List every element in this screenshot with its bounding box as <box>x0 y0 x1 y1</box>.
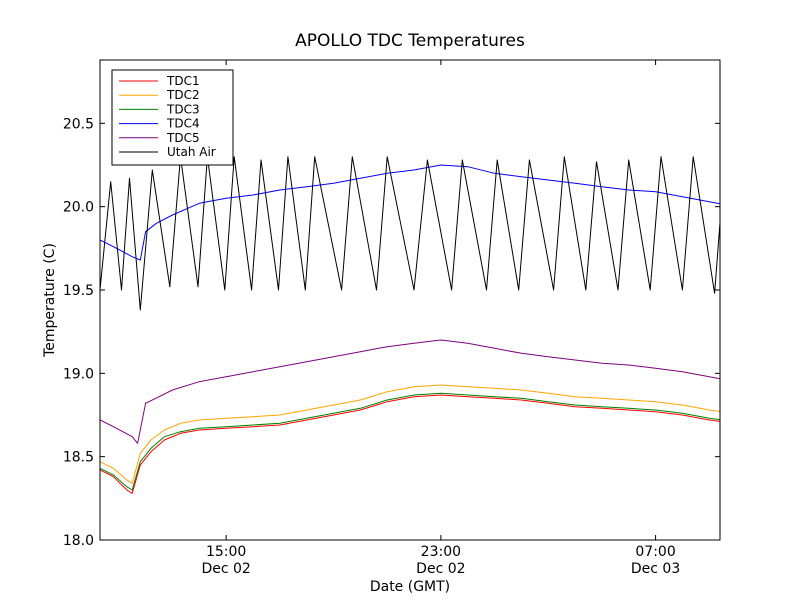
legend-label-tdc1: TDC1 <box>166 74 200 88</box>
y-axis-label: Temperature (C) <box>42 243 58 358</box>
x-tick-label-date: Dec 02 <box>416 561 465 577</box>
x-tick-label-date: Dec 02 <box>201 561 250 577</box>
x-tick-label-time: 07:00 <box>635 544 675 560</box>
y-tick-label: 18.0 <box>63 533 94 549</box>
series-line-utah-air <box>100 156 720 311</box>
legend-label-tdc4: TDC4 <box>166 117 200 131</box>
series-line-tdc4 <box>100 164 720 261</box>
series-line-tdc5 <box>100 339 720 444</box>
legend-label-tdc3: TDC3 <box>166 102 200 116</box>
x-axis-label: Date (GMT) <box>370 579 450 595</box>
legend-box <box>111 69 234 166</box>
x-tick-label-date: Dec 03 <box>631 561 680 577</box>
series-line-tdc1 <box>100 394 720 494</box>
y-tick-label: 20.5 <box>63 116 94 132</box>
x-tick-label-time: 15:00 <box>206 544 246 560</box>
legend-label-tdc5: TDC5 <box>166 131 200 145</box>
plot-frame <box>99 59 721 541</box>
series-layer <box>100 156 720 494</box>
x-tick-label-time: 23:00 <box>421 544 461 560</box>
chart-title: APOLLO TDC Temperatures <box>295 31 525 51</box>
y-tick-label: 18.5 <box>63 450 94 466</box>
legend-label-tdc2: TDC2 <box>166 88 200 102</box>
series-line-tdc3 <box>100 392 720 491</box>
y-tick-label: 19.5 <box>63 283 94 299</box>
y-tick-label: 19.0 <box>63 366 94 382</box>
y-tick-label: 20.0 <box>63 200 94 216</box>
legend-label-utah-air: Utah Air <box>167 145 216 159</box>
series-line-tdc2 <box>100 384 720 484</box>
